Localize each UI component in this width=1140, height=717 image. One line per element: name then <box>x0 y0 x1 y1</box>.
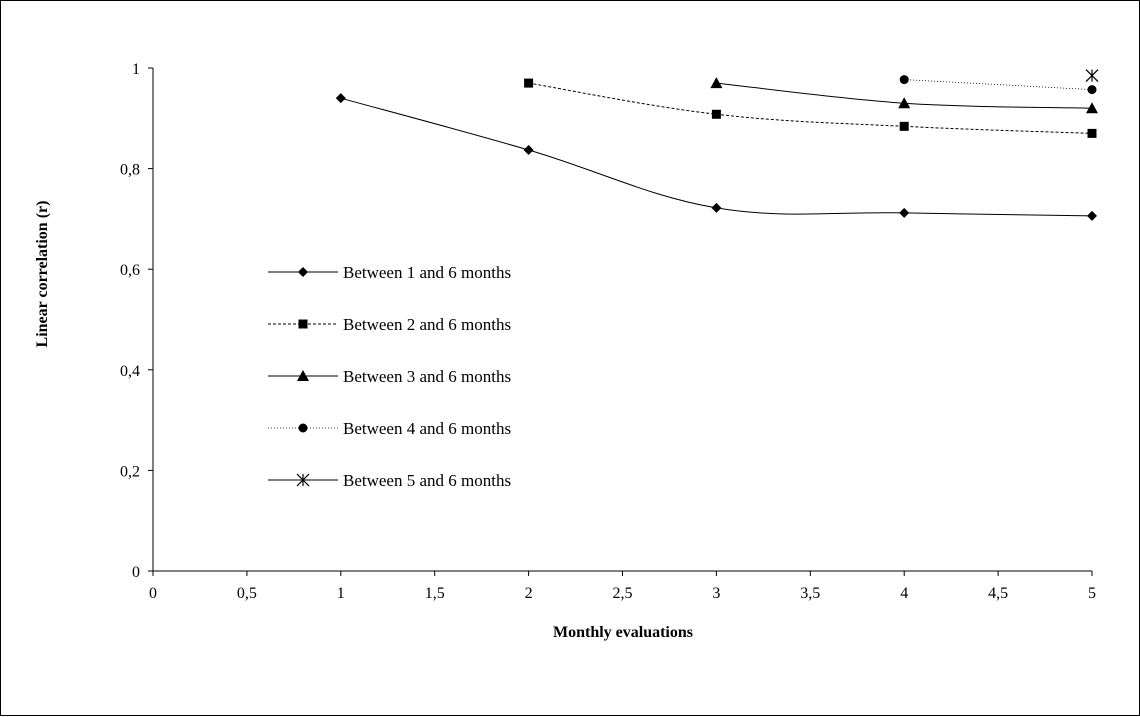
x-tick-label: 3,5 <box>800 585 820 602</box>
x-tick-label: 2 <box>525 585 533 602</box>
series-layer <box>335 69 1099 221</box>
x-tick-label: 2,5 <box>613 585 633 602</box>
series-5 <box>1085 69 1099 82</box>
series-1-point <box>711 202 722 213</box>
x-tick-label: 1 <box>337 585 345 602</box>
series-2-point <box>711 109 721 119</box>
x-tick-label: 4 <box>900 585 908 602</box>
legend-item: Between 1 and 6 months <box>268 263 511 282</box>
y-tick-label: 0,4 <box>120 363 140 380</box>
series-2-point <box>1087 128 1097 138</box>
legend-marker <box>298 319 308 329</box>
y-tick-label: 1 <box>132 61 140 78</box>
axes: 0 0,5 1 1,5 2 2,5 3 3,5 4 4,5 5 0 0,2 0,4 0,6 0,8 1 <box>120 61 1096 602</box>
series-3 <box>710 77 1098 114</box>
x-tick-label: 3 <box>712 585 720 602</box>
y-tick-label: 0,6 <box>120 262 140 279</box>
legend-marker <box>298 423 308 433</box>
series-1-point <box>1087 210 1097 221</box>
y-axis-title: Linear correlation (r) <box>34 201 51 348</box>
series-1-point <box>899 207 910 218</box>
series-3-point <box>710 77 723 89</box>
legend-item: Between 4 and 6 months <box>268 419 511 438</box>
x-tick-label: 5 <box>1088 585 1096 602</box>
series-2-line <box>528 82 1093 134</box>
legend-marker <box>296 473 310 487</box>
legend-marker <box>297 370 309 381</box>
series-2 <box>524 78 1097 138</box>
x-tick-label: 0,5 <box>237 585 257 602</box>
legend-label: Between 1 and 6 months <box>343 263 511 282</box>
x-tick-label: 1,5 <box>425 585 445 602</box>
legend-item: Between 2 and 6 months <box>268 315 511 334</box>
asterisk-stroke <box>296 473 310 487</box>
y-tick-label: 0 <box>132 564 140 581</box>
series-4 <box>899 75 1097 95</box>
legend-label: Between 3 and 6 months <box>343 367 511 386</box>
series-3-point <box>898 97 911 109</box>
y-tick-label: 0,8 <box>120 162 140 179</box>
legend-item: Between 3 and 6 months <box>268 367 511 386</box>
series-1-point <box>523 144 534 155</box>
legend-item: Between 5 and 6 months <box>268 471 511 490</box>
legend-label: Between 5 and 6 months <box>343 471 511 490</box>
legend-label: Between 4 and 6 months <box>343 419 511 438</box>
y-tick-label: 0,2 <box>120 463 140 480</box>
legend: Between 1 and 6 months Between 2 and 6 mo… <box>268 263 511 490</box>
series-3-point <box>1086 102 1098 114</box>
asterisk-stroke <box>1085 69 1099 82</box>
x-tick-label: 4,5 <box>988 585 1008 602</box>
series-2-point <box>899 121 909 131</box>
series-1-point <box>335 93 346 104</box>
series-5-point <box>1085 69 1099 82</box>
series-1 <box>335 93 1097 221</box>
legend-label: Between 2 and 6 months <box>343 315 511 334</box>
series-4-point <box>899 75 909 85</box>
series-4-point <box>1087 85 1097 95</box>
x-axis-title: Monthly evaluations <box>553 624 693 641</box>
series-4-line <box>904 79 1093 91</box>
legend-marker <box>298 267 308 277</box>
series-2-point <box>524 78 534 88</box>
x-tick-label: 0 <box>149 585 157 602</box>
